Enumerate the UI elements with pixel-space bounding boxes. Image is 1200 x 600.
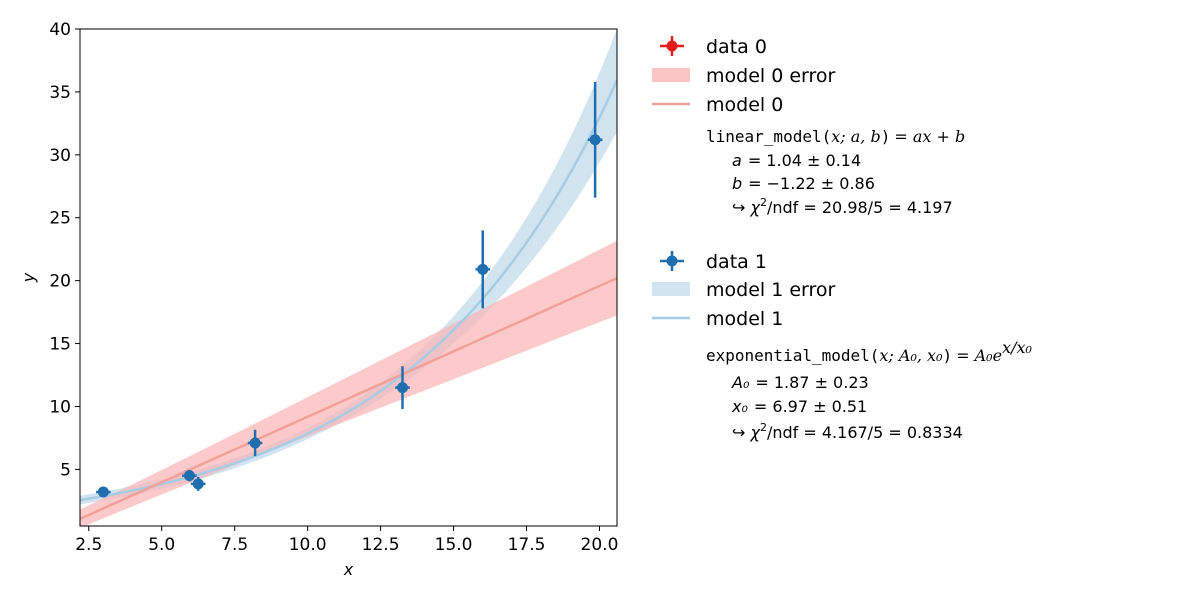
model-1-line bbox=[80, 79, 617, 502]
y-tick-label: 30 bbox=[49, 146, 71, 166]
y-tick-label: 20 bbox=[49, 272, 71, 292]
y-tick-label: 35 bbox=[49, 83, 71, 103]
x-axis-label: x bbox=[343, 560, 354, 579]
data-point bbox=[395, 366, 410, 409]
data-marker bbox=[192, 478, 204, 490]
model-0-line bbox=[80, 276, 617, 520]
fit-chi2: ↪ χ2/ndf = 4.167/5 = 0.8334 bbox=[732, 421, 963, 442]
data-point bbox=[96, 486, 111, 498]
data-marker bbox=[183, 470, 195, 482]
formula-args: x; a, b bbox=[831, 127, 880, 146]
x-tick-label: 20.0 bbox=[581, 535, 619, 555]
fit-info-model-1: exponential_model(x; A₀, x₀) = A₀ex/x₀ A₀… bbox=[706, 338, 1033, 442]
data-points bbox=[96, 81, 603, 498]
plot-frame bbox=[79, 28, 618, 527]
legend-label: data 0 bbox=[706, 36, 767, 58]
data-marker bbox=[249, 437, 261, 449]
model-0-error-band bbox=[80, 240, 617, 526]
legend: data 0 model 0 error model 0 linear_mode… bbox=[652, 36, 1033, 442]
legend-label: model 0 bbox=[706, 94, 783, 116]
data-point bbox=[475, 230, 491, 309]
model-bands bbox=[80, 29, 617, 526]
x-tick-label: 17.5 bbox=[508, 535, 546, 555]
legend-marker-data-1 bbox=[666, 255, 678, 267]
legend-swatch bbox=[652, 282, 690, 296]
formula-function: exponential_model bbox=[706, 346, 870, 365]
x-tick-label: 2.5 bbox=[75, 535, 102, 555]
model-1-error-band bbox=[80, 29, 617, 505]
fit-param: a = 1.04 ± 0.14 bbox=[732, 151, 861, 170]
y-axis-ticks: 5 10 15 20 25 30 35 40 bbox=[49, 20, 80, 480]
fit-param: x₀ = 6.97 ± 0.51 bbox=[731, 397, 867, 416]
x-axis-ticks: 2.5 5.0 7.5 10.0 12.5 15.0 17.5 20.0 bbox=[75, 526, 618, 555]
legend-label: model 0 error bbox=[706, 65, 836, 87]
legend-entry-data-1: data 1 bbox=[660, 251, 767, 273]
y-tick-label: 40 bbox=[49, 20, 71, 40]
data-marker bbox=[396, 382, 408, 394]
fit-chi2: ↪ χ2/ndf = 20.98/5 = 4.197 bbox=[732, 196, 953, 217]
x-tick-label: 12.5 bbox=[362, 535, 400, 555]
y-tick-label: 10 bbox=[49, 397, 71, 417]
legend-label: data 1 bbox=[706, 251, 767, 273]
y-axis-label: y bbox=[19, 272, 38, 283]
x-tick-label: 7.5 bbox=[221, 535, 248, 555]
legend-swatch bbox=[652, 68, 690, 82]
y-tick-label: 5 bbox=[60, 460, 71, 480]
legend-entry-model-1-error: model 1 error bbox=[652, 279, 836, 301]
legend-entry-model-0-error: model 0 error bbox=[652, 65, 836, 87]
formula-rhs: = A₀e bbox=[956, 346, 1002, 365]
y-tick-label: 15 bbox=[49, 335, 71, 355]
fit-param: A₀ = 1.87 ± 0.23 bbox=[731, 373, 869, 392]
data-point bbox=[190, 476, 206, 491]
formula-exponent: x/x₀ bbox=[1002, 338, 1032, 357]
x-tick-label: 15.0 bbox=[435, 535, 473, 555]
legend-entry-model-0: model 0 bbox=[652, 94, 783, 116]
data-point bbox=[247, 429, 263, 457]
fit-info-model-0: linear_model(x; a, b) = ax + b a = 1.04 ± … bbox=[706, 127, 965, 217]
legend-entry-model-1: model 1 bbox=[652, 308, 783, 330]
legend-marker-data-0 bbox=[666, 40, 678, 52]
legend-label: model 1 error bbox=[706, 279, 836, 301]
data-marker bbox=[97, 486, 109, 498]
formula-args: x; A₀, x₀ bbox=[879, 346, 943, 365]
fit-param: b = −1.22 ± 0.86 bbox=[732, 174, 875, 193]
data-point bbox=[587, 81, 603, 198]
data-point bbox=[182, 470, 197, 482]
data-marker bbox=[477, 263, 489, 275]
data-marker bbox=[589, 134, 601, 146]
model-lines bbox=[80, 79, 617, 520]
legend-label: model 1 bbox=[706, 308, 783, 330]
y-tick-label: 25 bbox=[49, 209, 71, 229]
legend-entry-data-0: data 0 bbox=[660, 36, 767, 58]
fit-formula: exponential_model(x; A₀, x₀) = A₀ex/x₀ bbox=[706, 338, 1033, 365]
formula-rhs: = ax + b bbox=[894, 127, 965, 146]
fit-formula: linear_model(x; a, b) = ax + b bbox=[706, 127, 965, 146]
x-tick-label: 10.0 bbox=[289, 535, 327, 555]
formula-function: linear_model bbox=[706, 127, 822, 146]
x-tick-label: 5.0 bbox=[148, 535, 175, 555]
